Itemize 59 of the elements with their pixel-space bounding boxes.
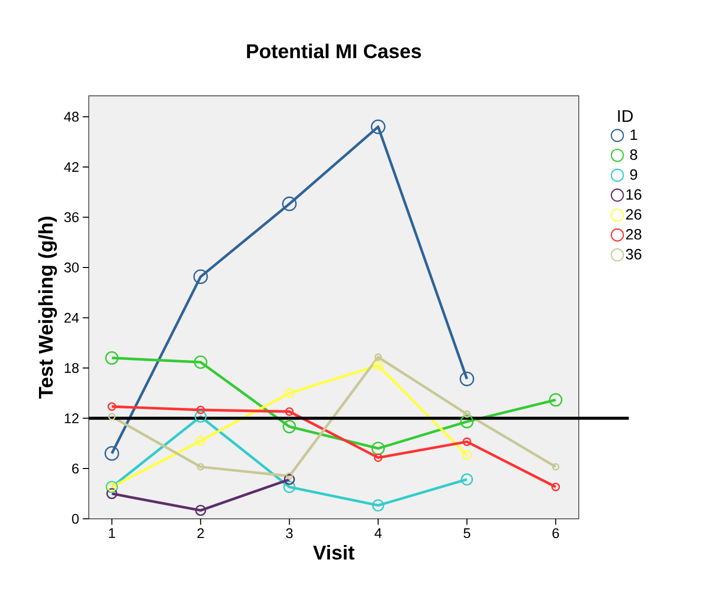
y-tick-label: 18 <box>64 363 79 373</box>
legend-label: 16 <box>626 189 642 200</box>
point <box>196 463 204 471</box>
legend-label: 28 <box>626 229 642 240</box>
point <box>548 393 562 407</box>
chart-title: Potential MI Cases <box>247 44 421 58</box>
point <box>105 351 119 365</box>
point <box>104 446 120 461</box>
point <box>285 407 294 416</box>
legend-label: 9 <box>630 169 638 180</box>
point <box>374 353 382 361</box>
point <box>282 196 297 212</box>
point <box>284 388 294 398</box>
legend-title: ID <box>618 110 633 122</box>
point <box>108 412 116 420</box>
x-tick-label: 2 <box>197 528 204 538</box>
x-tick-label: 3 <box>286 528 293 538</box>
point <box>371 442 385 456</box>
x-tick-label: 5 <box>464 528 470 538</box>
y-tick-label: 6 <box>72 464 79 474</box>
point <box>194 355 208 369</box>
point <box>284 474 295 485</box>
point <box>552 463 560 471</box>
legend-label: 26 <box>626 209 642 220</box>
point <box>462 437 472 446</box>
point <box>463 410 471 418</box>
point <box>462 450 472 460</box>
x-tick-label: 4 <box>374 528 382 538</box>
x-tick-label: 1 <box>109 528 116 538</box>
point <box>196 436 206 446</box>
point <box>106 488 118 500</box>
point <box>370 119 386 134</box>
y-tick-label: 42 <box>64 162 79 172</box>
point <box>460 414 474 428</box>
point <box>460 473 474 486</box>
y-tick-label: 48 <box>64 112 79 122</box>
y-tick-label: 36 <box>64 212 79 222</box>
y-tick-label: 30 <box>64 262 79 272</box>
point <box>373 360 384 370</box>
legend-label: 1 <box>630 130 638 140</box>
point <box>194 410 207 423</box>
legend-label: 36 <box>626 248 642 260</box>
y-tick-label: 24 <box>64 312 79 323</box>
x-axis-title: Visit <box>313 545 354 560</box>
point <box>551 482 560 492</box>
x-tick-label: 6 <box>552 528 559 538</box>
point <box>193 269 208 284</box>
legend-label: 8 <box>630 149 638 160</box>
point <box>108 402 116 411</box>
y-axis-title: Test Weighing (g/h) <box>38 216 57 399</box>
y-tick-label: 12 <box>64 413 79 424</box>
point <box>372 499 384 512</box>
point <box>282 420 296 434</box>
point <box>196 406 205 414</box>
point <box>374 453 382 462</box>
point <box>283 480 296 494</box>
point <box>460 372 474 386</box>
point <box>195 504 206 516</box>
y-tick-label: 0 <box>72 514 79 524</box>
